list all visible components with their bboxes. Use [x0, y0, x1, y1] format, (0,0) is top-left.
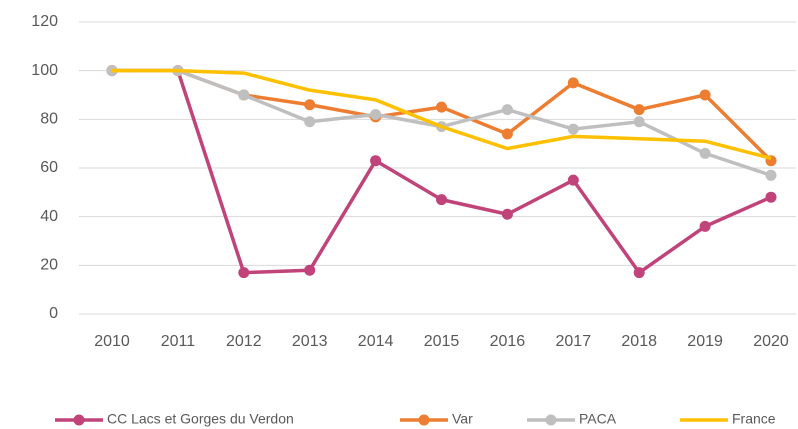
x-tick-label: 2014	[358, 333, 394, 350]
legend-marker	[545, 414, 557, 426]
legend-label: Var	[452, 411, 473, 427]
point	[765, 191, 777, 203]
legend-label: France	[732, 411, 776, 427]
point	[633, 267, 645, 279]
point	[370, 108, 382, 120]
x-tick-label: 2012	[226, 333, 262, 350]
point	[699, 147, 711, 159]
x-tick-label: 2020	[753, 333, 789, 350]
point	[501, 104, 513, 116]
point	[370, 155, 382, 167]
point	[436, 194, 447, 206]
point	[304, 116, 316, 128]
legend-label: CC Lacs et Gorges du Verdon	[107, 411, 294, 427]
y-tick-label: 60	[40, 159, 58, 176]
point	[567, 77, 579, 89]
y-tick-label: 20	[40, 257, 58, 274]
x-tick-label: 2011	[161, 333, 196, 350]
point	[633, 104, 645, 116]
point	[436, 101, 447, 113]
point	[633, 116, 645, 128]
point	[238, 267, 250, 279]
legend-label: PACA	[579, 411, 617, 427]
point	[501, 128, 513, 140]
y-tick-label: 100	[31, 62, 58, 79]
point	[501, 208, 513, 220]
point	[699, 220, 711, 232]
point	[567, 174, 579, 186]
x-tick-label: 2013	[292, 333, 328, 350]
point	[765, 169, 777, 181]
series-line	[112, 68, 772, 160]
x-tick-label: 2017	[556, 333, 592, 350]
y-tick-label: 0	[49, 305, 58, 322]
point	[567, 123, 579, 135]
point	[699, 89, 711, 101]
y-tick-label: 40	[40, 208, 58, 225]
x-tick-label: 2010	[94, 333, 130, 350]
legend-marker	[418, 414, 430, 426]
point	[304, 264, 316, 276]
x-tick-label: 2016	[490, 333, 526, 350]
x-tick-label: 2015	[424, 333, 460, 350]
legend-marker	[73, 414, 85, 426]
x-tick-label: 2018	[621, 333, 657, 350]
x-tick-label: 2019	[687, 333, 723, 350]
y-tick-label: 120	[31, 13, 58, 30]
point	[304, 99, 316, 111]
y-tick-label: 80	[40, 111, 58, 128]
point	[238, 89, 250, 101]
